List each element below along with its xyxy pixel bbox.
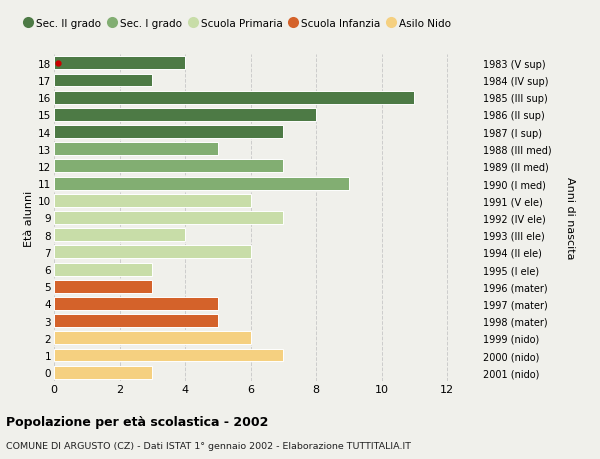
Y-axis label: Anni di nascita: Anni di nascita [565,177,575,259]
Bar [54,366,152,379]
Bar [54,212,283,224]
Bar [54,263,152,276]
Bar [54,246,251,259]
Bar [54,126,283,139]
Text: COMUNE DI ARGUSTO (CZ) - Dati ISTAT 1° gennaio 2002 - Elaborazione TUTTITALIA.IT: COMUNE DI ARGUSTO (CZ) - Dati ISTAT 1° g… [6,441,411,450]
Bar [54,74,152,87]
Bar [54,229,185,241]
Bar [54,160,283,173]
Bar [54,91,415,104]
Bar [54,314,218,327]
Bar [54,332,251,345]
Bar [54,280,152,293]
Bar [54,195,251,207]
Y-axis label: Età alunni: Età alunni [24,190,34,246]
Text: Popolazione per età scolastica - 2002: Popolazione per età scolastica - 2002 [6,415,268,428]
Bar [54,297,218,310]
Legend: Sec. II grado, Sec. I grado, Scuola Primaria, Scuola Infanzia, Asilo Nido: Sec. II grado, Sec. I grado, Scuola Prim… [19,15,455,33]
Bar [54,57,185,70]
Bar [54,143,218,156]
Bar [54,109,316,122]
Bar [54,177,349,190]
Bar [54,349,283,362]
